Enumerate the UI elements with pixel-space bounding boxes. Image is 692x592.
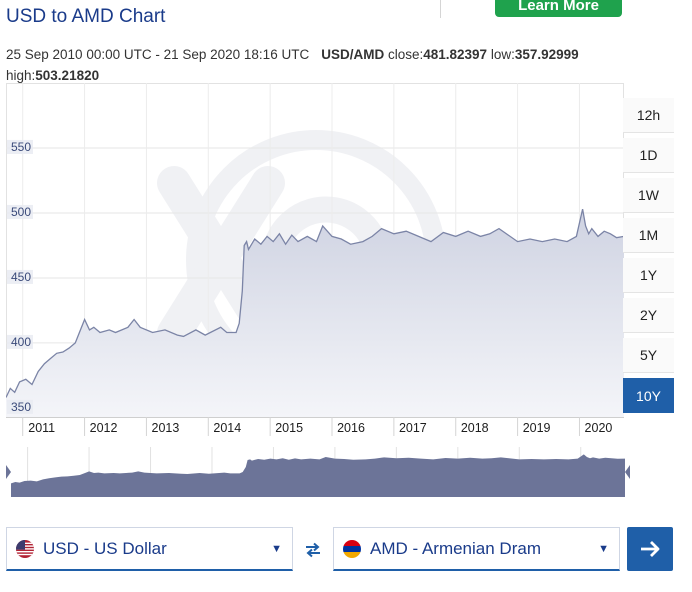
y-tick-label-bg	[7, 139, 33, 154]
x-tick-label: 2011	[28, 421, 55, 435]
close-label: close:	[387, 47, 424, 62]
range-selector: 12h 1D 1W 1M 1Y 2Y 5Y 10Y	[623, 98, 674, 418]
to-currency-select[interactable]: AMD - Armenian Dram ▼	[333, 527, 620, 571]
navigator-right-handle-icon[interactable]	[625, 465, 630, 479]
range-button-10y[interactable]: 10Y	[623, 378, 674, 413]
y-tick-label: 550	[11, 140, 31, 154]
high-value: 503.21820	[35, 68, 100, 83]
high-label: high:	[6, 68, 36, 83]
chevron-down-icon: ▼	[598, 542, 609, 555]
x-tick-label: 2014	[213, 421, 241, 435]
x-tick-label: 2016	[337, 421, 365, 435]
main-chart[interactable]: 350 400 450 500 550 2011 2012 2013 2014 2015 2016…	[6, 83, 624, 440]
y-tick-label-bg	[7, 204, 33, 219]
price-line	[6, 208, 624, 398]
header-divider	[440, 0, 441, 18]
x-tick-label: 2013	[152, 421, 180, 435]
date-range: 25 Sep 2010 00:00 UTC - 21 Sep 2020 18:1…	[6, 47, 310, 62]
learn-more-button[interactable]: Learn More	[495, 0, 622, 17]
range-button-1m[interactable]: 1M	[623, 218, 674, 253]
range-button-2y[interactable]: 2Y	[623, 298, 674, 333]
range-button-12h[interactable]: 12h	[623, 98, 674, 133]
us-flag-icon	[16, 539, 34, 558]
y-tick-label: 450	[11, 270, 31, 284]
y-tick-label-bg	[7, 334, 33, 349]
range-button-5y[interactable]: 5Y	[623, 338, 674, 373]
range-button-1y[interactable]: 1Y	[623, 258, 674, 293]
x-tick-label: 2017	[399, 421, 427, 435]
y-tick-label: 350	[11, 400, 31, 414]
x-tick-label: 2020	[585, 421, 613, 435]
arrow-right-icon	[641, 541, 660, 557]
to-currency-label: AMD - Armenian Dram	[370, 538, 541, 558]
x-tick-label: 2015	[275, 421, 303, 435]
page-title: USD to AMD Chart	[6, 6, 166, 27]
am-flag-icon	[343, 539, 361, 558]
navigator-svg	[6, 447, 630, 497]
low-label: low:	[490, 47, 515, 62]
swap-arrows-icon[interactable]	[303, 540, 323, 560]
price-area	[6, 209, 624, 417]
low-value: 357.92999	[514, 47, 579, 62]
y-tick-label-bg	[7, 269, 33, 284]
range-button-1d[interactable]: 1D	[623, 138, 674, 173]
convert-go-button[interactable]	[627, 527, 673, 571]
y-tick-label: 400	[11, 335, 31, 349]
from-currency-label: USD - US Dollar	[43, 538, 167, 558]
y-tick-label: 500	[11, 205, 31, 219]
from-currency-select[interactable]: USD - US Dollar ▼	[6, 527, 293, 571]
close-value: 481.82397	[423, 47, 488, 62]
chart-svg: 350 400 450 500 550 2011 2012 2013 2014 2015 2016…	[6, 83, 624, 436]
y-tick-label-bg	[7, 399, 33, 414]
x-tick-label: 2012	[90, 421, 118, 435]
chart-summary: 25 Sep 2010 00:00 UTC - 21 Sep 2020 18:1…	[6, 44, 626, 86]
chevron-down-icon: ▼	[271, 542, 282, 555]
range-button-1w[interactable]: 1W	[623, 178, 674, 213]
range-navigator[interactable]	[6, 447, 630, 497]
x-tick-label: 2019	[523, 421, 551, 435]
x-tick-label: 2018	[461, 421, 489, 435]
navigator-left-handle-icon[interactable]	[6, 465, 11, 479]
navigator-area	[11, 454, 625, 497]
currency-pair: USD/AMD	[321, 47, 385, 62]
